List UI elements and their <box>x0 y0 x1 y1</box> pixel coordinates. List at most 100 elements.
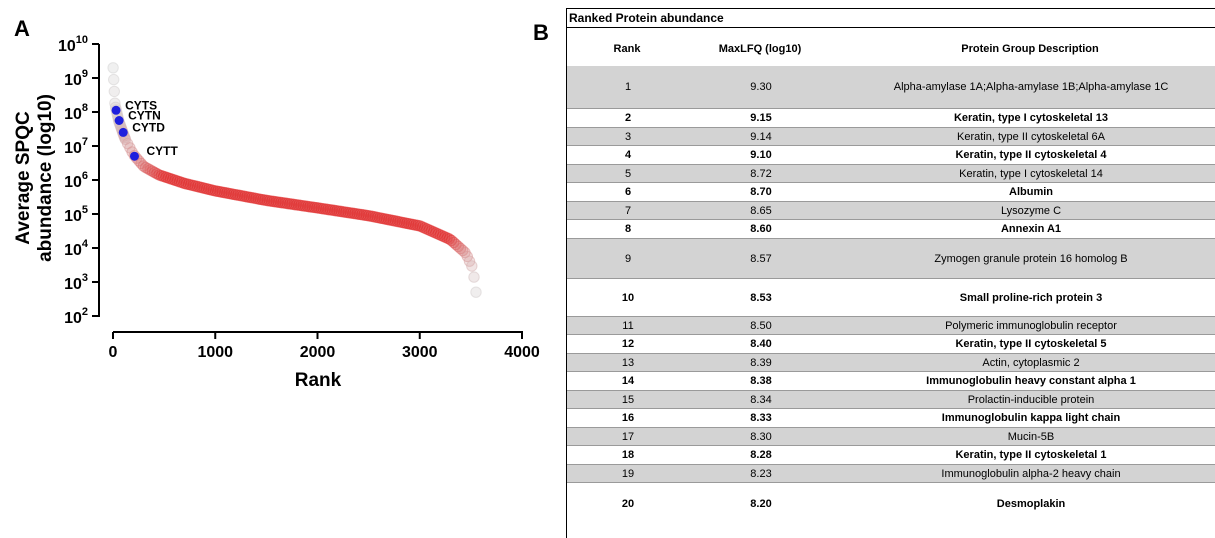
rank-cell: 6 <box>624 186 632 198</box>
y-tick-exponent: 9 <box>82 68 88 80</box>
description-cell: Keratin, type II cytoskeletal 6A <box>957 130 1105 143</box>
scatter-point <box>468 271 480 283</box>
highlight-label: CYTD <box>132 120 165 134</box>
rank-cell: 17 <box>621 430 635 443</box>
description-cell: Zymogen granule protein 16 homolog B <box>934 252 1128 265</box>
rank-cell: 5 <box>624 167 632 180</box>
description-cell: Annexin A1 <box>1000 223 1062 235</box>
table-row: 20 8.20 Desmoplakin <box>567 482 1215 525</box>
rank-cell: 2 <box>624 112 632 124</box>
y-tick-base: 10 <box>64 140 82 157</box>
rank-cell: 13 <box>621 356 635 369</box>
maxlfq-cell: 8.20 <box>750 497 772 510</box>
table-row: 19 8.23 Immunoglobulin alpha-2 heavy chain <box>567 464 1215 483</box>
y-tick-base: 10 <box>64 242 82 259</box>
y-tick-label: 1010 <box>58 34 88 55</box>
description-cell: Immunoglobulin alpha-2 heavy chain <box>941 467 1121 480</box>
x-axis-label: Rank <box>295 370 342 391</box>
maxlfq-cell: 8.60 <box>750 223 772 235</box>
y-tick-label: 106 <box>64 170 88 191</box>
x-tick-label: 3000 <box>402 344 438 361</box>
table-row: 3 9.14 Keratin, type II cytoskeletal 6A <box>567 127 1215 146</box>
highlight-label: CYTT <box>146 144 178 158</box>
y-tick-base: 10 <box>64 310 82 327</box>
description-cell: Albumin <box>1009 186 1053 198</box>
y-tick-base: 10 <box>64 72 82 89</box>
y-tick-exponent: 7 <box>82 136 88 148</box>
maxlfq-cell: 9.15 <box>750 112 772 124</box>
axes-group: 0 1000 2000 3000 400010210310410510610710810… <box>58 34 540 361</box>
y-tick-label: 108 <box>64 102 88 123</box>
rank-cell: 3 <box>624 130 632 143</box>
x-tick-label: 0 <box>109 344 118 361</box>
maxlfq-cell: 8.50 <box>750 319 772 332</box>
y-tick-label: 104 <box>64 238 89 259</box>
rank-cell: 19 <box>621 467 635 480</box>
table-row: 14 8.38 Immunoglobulin heavy constant alph… <box>567 371 1215 391</box>
maxlfq-cell: 9.14 <box>750 130 772 143</box>
description-cell: Actin, cytoplasmic 2 <box>982 356 1080 369</box>
maxlfq-cell: 8.57 <box>750 252 772 265</box>
scatter-point <box>108 85 121 98</box>
highlight-label: CYTN <box>128 109 161 123</box>
table-row: 6 8.70 Albumin <box>567 182 1215 202</box>
table-row: 11 8.50 Polymeric immunoglobulin receptor <box>567 316 1215 335</box>
y-tick-base: 10 <box>64 106 82 123</box>
rank-cell: 9 <box>624 252 632 265</box>
maxlfq-cell: 8.28 <box>750 449 772 461</box>
header-maxlfq: MaxLFQ (log10) <box>718 43 802 55</box>
table-header-row: Rank MaxLFQ (log10) Protein Group Descri… <box>566 32 1215 66</box>
description-cell: Immunoglobulin kappa light chain <box>941 412 1121 424</box>
rank-cell: 16 <box>621 412 635 424</box>
rank-cell: 4 <box>624 149 632 161</box>
rank-cell: 15 <box>621 393 635 406</box>
scatter-point <box>107 62 119 74</box>
y-tick-label: 107 <box>64 136 88 157</box>
maxlfq-cell: 8.72 <box>750 167 772 180</box>
rank-cell: 8 <box>624 223 632 235</box>
table-row: 10 8.53 Small proline-rich protein 3 <box>567 278 1215 317</box>
table-row: 17 8.30 Mucin-5B <box>567 427 1215 446</box>
y-tick-label: 105 <box>64 204 88 225</box>
highlight-point <box>129 151 139 161</box>
maxlfq-cell: 9.30 <box>750 80 772 93</box>
y-tick-label: 103 <box>64 272 88 293</box>
table-row: 15 8.34 Prolactin-inducible protein <box>567 390 1215 409</box>
y-tick-exponent: 3 <box>82 272 88 284</box>
description-cell: Lysozyme C <box>1000 204 1062 217</box>
scatter-point <box>470 286 482 298</box>
y-tick-base: 10 <box>64 276 82 293</box>
rank-cell: 11 <box>622 319 634 332</box>
scatter-points-group <box>107 62 482 298</box>
description-cell: Keratin, type I cytoskeletal 14 <box>959 167 1103 180</box>
table-title: Ranked Protein abundance <box>566 8 1215 27</box>
table-row: 13 8.39 Actin, cytoplasmic 2 <box>567 353 1215 372</box>
table-row: 5 8.72 Keratin, type I cytoskeletal 14 <box>567 164 1215 183</box>
x-tick-label: 2000 <box>300 344 336 361</box>
table-row: 1 9.30 Alpha-amylase 1A;Alpha-amylase 1B;A… <box>567 66 1215 108</box>
description-cell: Alpha-amylase 1A;Alpha-amylase 1B;Alpha-… <box>893 80 1169 93</box>
rank-cell: 20 <box>621 497 635 510</box>
x-tick-label: 4000 <box>504 344 540 361</box>
highlight-label: CYTS <box>125 98 157 112</box>
header-rank: Rank <box>613 43 641 55</box>
x-tick-label: 1000 <box>197 344 233 361</box>
rank-cell: 18 <box>621 449 635 461</box>
maxlfq-cell: 8.30 <box>750 430 772 443</box>
y-tick-exponent: 6 <box>82 170 88 182</box>
highlight-point <box>111 105 121 115</box>
rank-cell: 14 <box>621 375 635 387</box>
maxlfq-cell: 8.34 <box>750 393 772 406</box>
maxlfq-cell: 8.40 <box>750 338 772 350</box>
table-row: 4 9.10 Keratin, type II cytoskeletal 4 <box>567 145 1215 165</box>
description-cell: Keratin, type II cytoskeletal 1 <box>955 449 1107 461</box>
description-cell: Mucin-5B <box>1007 430 1055 443</box>
maxlfq-cell: 8.39 <box>750 356 772 369</box>
table-row: 16 8.33 Immunoglobulin kappa light chain <box>567 408 1215 428</box>
table-row: 2 9.15 Keratin, type I cytoskeletal 13 <box>567 108 1215 128</box>
maxlfq-cell: 9.10 <box>750 149 772 161</box>
y-tick-exponent: 10 <box>76 34 88 46</box>
maxlfq-cell: 8.23 <box>750 467 772 480</box>
